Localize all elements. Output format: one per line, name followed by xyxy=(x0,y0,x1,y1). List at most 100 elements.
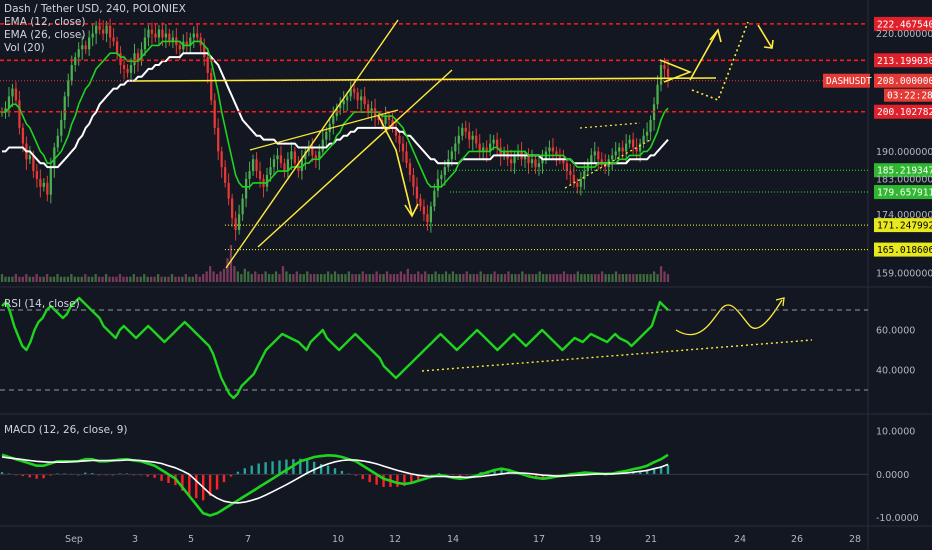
macd-hist-bar xyxy=(666,464,670,475)
ema12-legend[interactable]: EMA (12, close) xyxy=(4,16,86,28)
volume-bar xyxy=(659,266,663,282)
candle-body xyxy=(440,175,443,179)
candle-body xyxy=(283,163,286,172)
candle-body xyxy=(318,151,321,160)
candle-body xyxy=(475,135,478,144)
candle-body xyxy=(611,155,614,160)
volume-bar xyxy=(229,245,233,282)
volume-bar xyxy=(222,268,226,282)
ema26-legend[interactable]: EMA (26, close) xyxy=(4,29,86,41)
macd-hist-bar xyxy=(437,473,441,475)
volume-bar xyxy=(372,274,375,282)
level-tag xyxy=(874,53,932,68)
candle-body xyxy=(304,151,307,160)
countdown-text: 03:22:28 xyxy=(887,91,932,102)
time-axis-label: Sep xyxy=(65,534,83,545)
volume-bar xyxy=(479,271,482,282)
macd-axis-label: -10.0000 xyxy=(876,513,919,524)
volume-bar xyxy=(517,274,520,282)
candle-body xyxy=(551,147,555,152)
time-axis-label: 24 xyxy=(734,534,746,545)
candle-body xyxy=(136,53,140,62)
level-tag-text: 200.10278208 xyxy=(877,107,932,118)
level-tag xyxy=(874,218,932,233)
volume-bar xyxy=(39,276,42,282)
volume-bar xyxy=(163,276,167,282)
macd-legend[interactable]: MACD (12, 26, close, 9) xyxy=(4,424,128,436)
candle-body xyxy=(272,159,276,168)
macd-axis-label: 10.0000 xyxy=(876,427,915,438)
candle-body xyxy=(366,104,370,113)
candle-body xyxy=(276,155,279,160)
candle-body xyxy=(248,171,251,179)
candle-body xyxy=(196,33,199,38)
candle-body xyxy=(429,206,433,223)
candle-body xyxy=(206,57,209,73)
volume-bar xyxy=(396,274,399,282)
candle-body xyxy=(314,155,317,160)
candle-body xyxy=(227,182,230,199)
volume-bar xyxy=(465,271,468,282)
macd-hist-bar xyxy=(299,458,302,475)
volume-bar xyxy=(333,271,337,282)
candle-body xyxy=(537,163,541,168)
candle-body xyxy=(489,143,492,152)
macd-hist-bar xyxy=(250,465,253,475)
volume-bar xyxy=(632,274,635,282)
macd-hist-bar xyxy=(49,474,52,476)
candle-body xyxy=(562,159,565,164)
volume-bar xyxy=(351,274,354,282)
candle-body xyxy=(14,88,18,101)
candle-body xyxy=(638,143,642,152)
volume-bar xyxy=(150,276,153,282)
volume-bar xyxy=(340,274,344,282)
candle-body xyxy=(666,68,670,77)
candle-body xyxy=(178,45,181,50)
candle-body xyxy=(628,139,631,144)
macd-hist-bar xyxy=(21,474,25,477)
volume-bar xyxy=(597,274,600,282)
volume-bar xyxy=(621,274,625,282)
volume-bar xyxy=(118,274,122,282)
last-price-tag xyxy=(874,73,932,88)
candle-body xyxy=(377,116,380,120)
volume-bar xyxy=(403,274,406,282)
support-dotted xyxy=(564,139,651,189)
candle-body xyxy=(342,100,345,105)
volume-bar xyxy=(573,274,576,282)
time-axis-label: 21 xyxy=(645,534,657,545)
candle-body xyxy=(129,65,133,73)
candle-body xyxy=(143,37,147,50)
volume-bar xyxy=(365,274,368,282)
candle-body xyxy=(49,167,52,195)
candle-body xyxy=(370,108,373,113)
symbol-title[interactable]: Dash / Tether USD, 240, POLONIEX xyxy=(4,3,186,15)
time-axis-label: 3 xyxy=(132,534,138,545)
volume-bar xyxy=(583,274,586,282)
rsi-legend[interactable]: RSI (14, close) xyxy=(4,298,80,310)
macd-hist-bar xyxy=(396,474,399,487)
volume-legend[interactable]: Vol (20) xyxy=(4,42,45,54)
volume-bar xyxy=(566,274,569,282)
candle-body xyxy=(164,33,168,38)
candle-body xyxy=(18,100,21,128)
volume-bar xyxy=(295,271,298,282)
candle-body xyxy=(150,29,154,34)
volume-bar xyxy=(326,271,330,282)
projection-down xyxy=(757,24,773,49)
candle-body xyxy=(443,167,446,175)
volume-bar xyxy=(191,276,194,282)
candle-body xyxy=(356,92,359,101)
candle-body xyxy=(461,127,464,136)
candle-body xyxy=(192,33,195,38)
time-axis-label: 17 xyxy=(533,534,545,545)
level-tag xyxy=(874,242,932,257)
time-axis-label: 26 xyxy=(791,534,803,545)
time-axis-label: 28 xyxy=(849,534,861,545)
candle-body xyxy=(645,131,649,136)
macd-hist-bar xyxy=(160,474,163,481)
volume-bar xyxy=(285,271,288,282)
ema12-line xyxy=(2,40,669,188)
